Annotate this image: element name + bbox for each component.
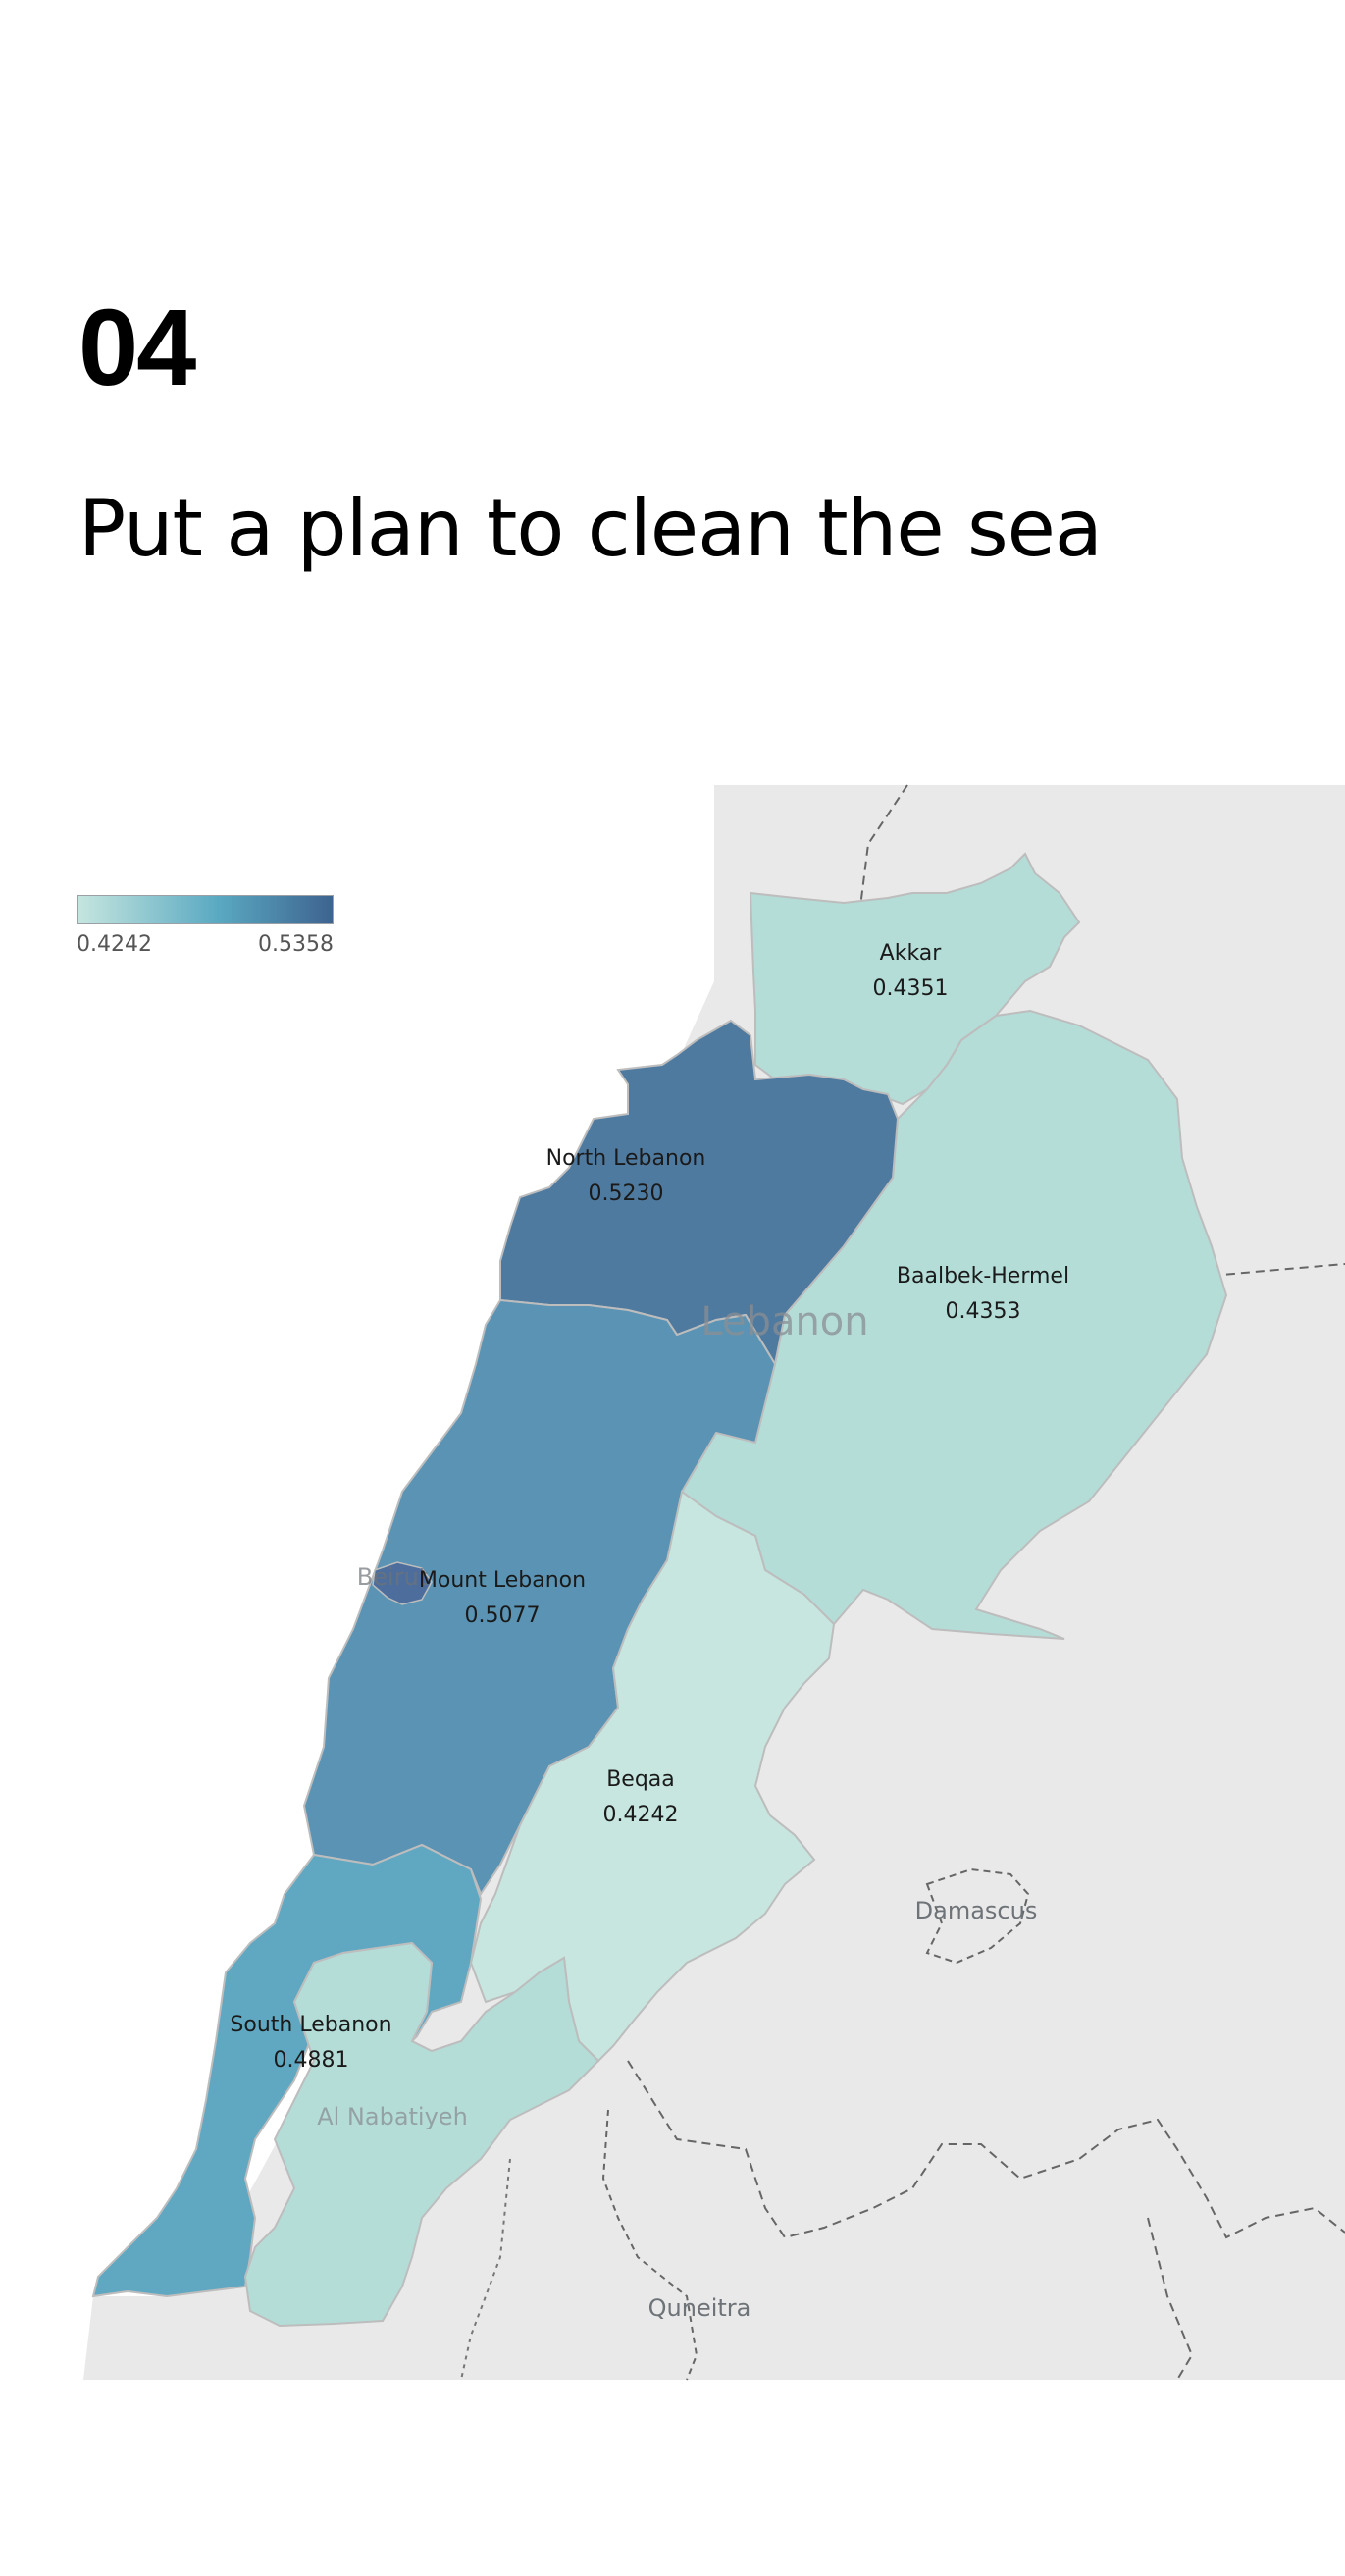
region-name: South Lebanon (230, 2013, 391, 2037)
legend-max-label: 0.5358 (258, 932, 334, 957)
region-value: 0.5077 (465, 1603, 541, 1628)
region-name: Mount Lebanon (419, 1568, 586, 1593)
region-nabatieh (243, 1941, 600, 2328)
country-border-east (1211, 1263, 1345, 1277)
place-label-damascus: Damascus (915, 1897, 1038, 1924)
place-label-quneitra: Quneitra (648, 2294, 751, 2322)
region-value: 0.4351 (873, 976, 949, 1001)
region-beqaa (469, 1490, 836, 2063)
golan-border (601, 2109, 698, 2381)
label-mount-lebanon: Mount Lebanon 0.5077 (419, 1568, 586, 1628)
golan-border-2 (460, 2158, 511, 2381)
region-value: 0.4353 (946, 1299, 1021, 1324)
color-legend: 0.4242 0.5358 (77, 895, 334, 957)
place-label-beirut: Beirut (357, 1563, 428, 1591)
label-south-lebanon: South Lebanon 0.4881 (230, 2013, 391, 2073)
region-name: Akkar (880, 941, 943, 966)
region-south-lebanon (91, 1843, 483, 2298)
legend-labels: 0.4242 0.5358 (77, 932, 334, 957)
place-label-nabatiyeh: Al Nabatiyeh (317, 2103, 468, 2130)
region-value: 0.5230 (589, 1182, 664, 1206)
region-name: Baalbek-Hermel (897, 1264, 1069, 1288)
region-beirut (372, 1561, 433, 1605)
region-name: Beqaa (606, 1767, 675, 1792)
legend-gradient-bar (77, 895, 334, 924)
label-beqaa: Beqaa 0.4242 (603, 1767, 679, 1827)
region-value: 0.4242 (603, 1803, 679, 1827)
country-label: Lebanon (700, 1299, 868, 1344)
label-akkar: Akkar 0.4351 (873, 941, 949, 1001)
step-number: 04 (78, 288, 196, 408)
legend-min-label: 0.4242 (77, 932, 152, 957)
region-value: 0.4881 (274, 2048, 349, 2073)
page-title: Put a plan to clean the sea (78, 483, 1103, 574)
label-north-lebanon: North Lebanon 0.5230 (546, 1146, 706, 1206)
label-baalbek-hermel: Baalbek-Hermel 0.4353 (897, 1264, 1069, 1324)
region-name: North Lebanon (546, 1146, 706, 1171)
